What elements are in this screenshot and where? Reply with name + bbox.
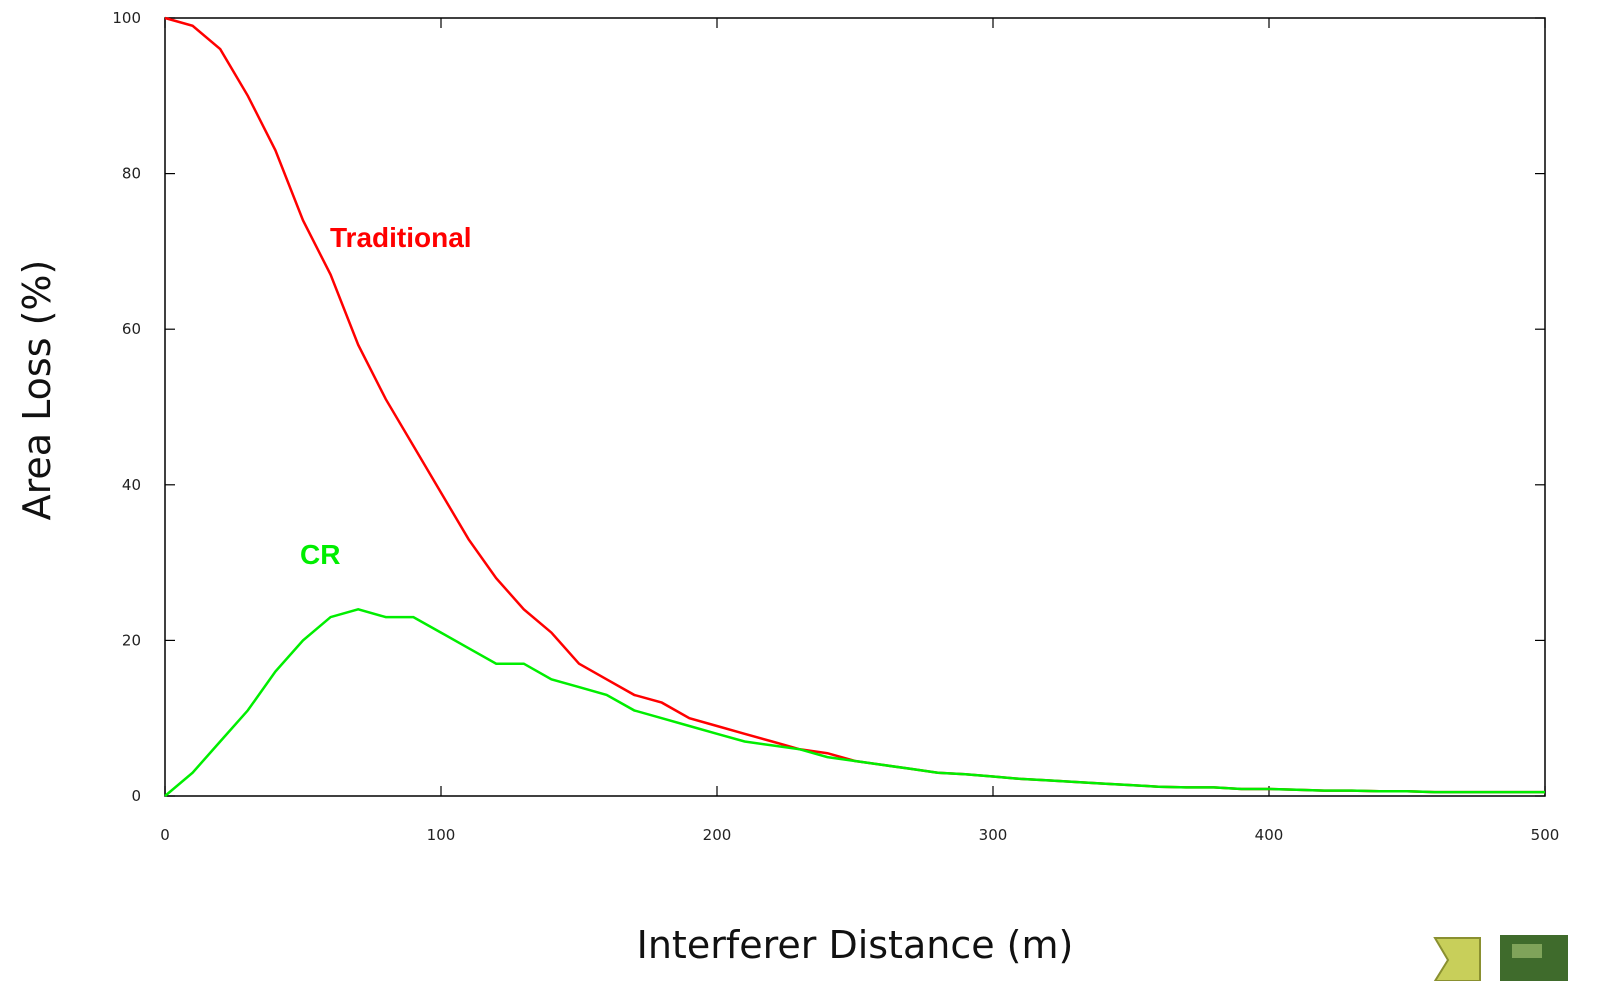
x-tick-label: 0 <box>160 826 170 844</box>
y-tick-label: 60 <box>122 320 141 338</box>
y-tick-label: 100 <box>112 9 141 27</box>
y-tick-label: 40 <box>122 476 141 494</box>
series-label: Traditional <box>330 222 472 253</box>
thumbnail-detail <box>1512 944 1542 958</box>
y-tick-label: 0 <box>131 787 141 805</box>
plot-frame <box>164 17 1546 797</box>
y-tick-label: 80 <box>122 165 141 183</box>
x-tick-label: 100 <box>427 826 456 844</box>
series-label: CR <box>300 539 340 570</box>
nav-decoration <box>1433 935 1568 981</box>
series-line <box>164 16 1545 794</box>
series-line <box>164 608 1545 797</box>
y-axis-title: Area Loss (%) <box>15 260 59 521</box>
x-tick-label: 400 <box>1255 826 1284 844</box>
x-axis-title: Interferer Distance (m) <box>637 923 1074 967</box>
y-tick-label: 20 <box>122 631 141 649</box>
x-tick-label: 200 <box>703 826 732 844</box>
chevron <box>1433 937 1481 981</box>
x-tick-label: 500 <box>1531 826 1560 844</box>
x-tick-label: 300 <box>979 826 1008 844</box>
